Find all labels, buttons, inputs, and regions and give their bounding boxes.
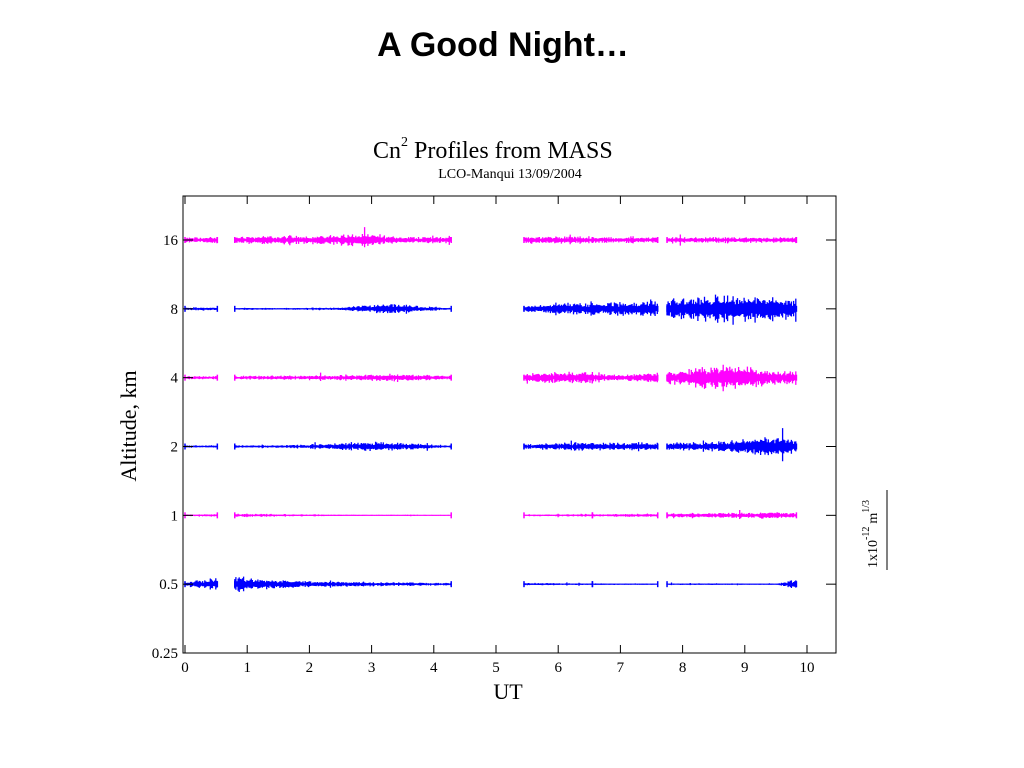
series-trace <box>591 299 658 316</box>
series-altitude-0_5km <box>184 576 798 592</box>
scale-label-base: 1x10 <box>866 540 881 568</box>
series-trace <box>666 510 797 519</box>
y-axis-label: Altitude, km <box>116 370 141 481</box>
series-trace <box>523 301 593 316</box>
series-altitude-16km <box>184 227 798 248</box>
series-layer <box>184 227 798 592</box>
y-tick-label: 8 <box>171 302 179 318</box>
chart-titles: Cn2 Profiles from MASS LCO-Manqui 13/09/… <box>373 135 613 182</box>
series-altitude-2km <box>184 428 798 462</box>
series-trace <box>523 513 593 518</box>
series-trace <box>591 236 658 244</box>
y-tick-label: 2 <box>171 440 179 456</box>
chart-subtitle: LCO-Manqui 13/09/2004 <box>438 167 582 182</box>
y-tick-label: 4 <box>171 371 179 387</box>
series-trace <box>523 371 593 384</box>
x-tick-label: 2 <box>306 660 314 676</box>
series-trace <box>234 576 452 592</box>
series-trace <box>666 234 797 246</box>
x-tick-label: 9 <box>741 660 749 676</box>
x-tick-label: 4 <box>430 660 438 676</box>
slide-title: A Good Night… <box>377 26 629 64</box>
x-tick-label: 3 <box>368 660 376 676</box>
y-tick-label: 1 <box>171 508 179 524</box>
series-trace <box>591 442 658 452</box>
series-trace <box>234 227 452 248</box>
series-trace <box>666 428 797 462</box>
scale-label-text: 1x10-12 m1/3 <box>861 500 881 568</box>
series-trace <box>234 441 452 451</box>
y-tick-label: 0.25 <box>152 646 178 662</box>
plot-frame <box>182 195 837 654</box>
series-trace <box>591 372 658 383</box>
series-trace <box>234 372 452 382</box>
series-trace <box>523 582 593 586</box>
series-altitude-1km <box>184 510 798 519</box>
series-trace <box>234 513 452 518</box>
x-tick-label: 1 <box>243 660 251 676</box>
y-tick-label: 16 <box>163 233 179 249</box>
series-altitude-4km <box>184 364 798 392</box>
scale-label: 1x10-12 m1/3 <box>861 490 888 570</box>
y-tick-label: 0.5 <box>159 577 178 593</box>
series-trace <box>523 440 593 451</box>
x-tick-label: 6 <box>554 660 562 676</box>
series-trace <box>523 234 593 245</box>
x-tick-label: 0 <box>181 660 189 676</box>
chart-title-rest: Profiles from MASS <box>408 138 613 164</box>
x-tick-label: 7 <box>617 660 625 676</box>
scale-label-exp: -12 <box>861 527 872 540</box>
chart-title-sup: 2 <box>401 135 408 150</box>
series-trace <box>666 580 797 588</box>
series-trace <box>666 294 797 325</box>
scale-label-unit: m <box>866 513 881 524</box>
x-tick-label: 8 <box>679 660 687 676</box>
scale-label-unit-exp: 1/3 <box>861 500 872 513</box>
chart-title-main: Cn <box>373 138 401 164</box>
x-tick-label: 10 <box>800 660 815 676</box>
series-trace <box>234 304 452 314</box>
x-tick-label: 5 <box>492 660 500 676</box>
series-trace <box>591 513 658 517</box>
axes-layer: 0 1 2 3 4 5 6 7 8 9 10 0.25 0.5 1 2 4 8 16 <box>152 196 836 676</box>
series-altitude-8km <box>184 294 798 325</box>
x-axis-label: UT <box>493 679 523 704</box>
series-trace <box>666 364 797 392</box>
chart-title: Cn2 Profiles from MASS <box>373 135 613 164</box>
